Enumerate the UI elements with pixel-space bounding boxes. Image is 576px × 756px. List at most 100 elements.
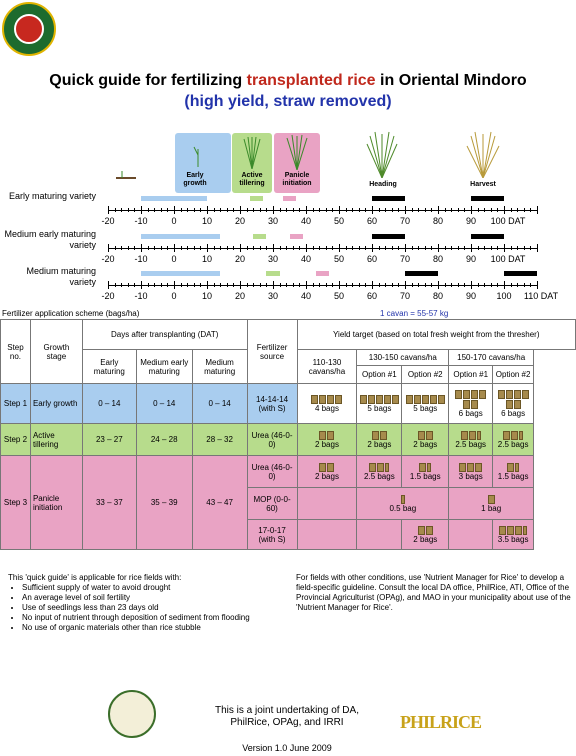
timeline-tick — [226, 246, 228, 250]
stage-label-active-tillering: Active tillering — [239, 172, 265, 187]
timeline-tick — [213, 208, 215, 212]
step-cell: Step 3 — [0, 455, 31, 550]
timeline-tick — [471, 281, 472, 289]
timeline-tick-label: 30 — [267, 291, 278, 301]
header-dat: Days after transplanting (DAT) — [81, 319, 248, 350]
joint-undertaking: This is a joint undertaking of DA, PhilR… — [215, 705, 359, 728]
timeline-tick — [405, 206, 406, 214]
header-yield-3: 150-170 cavans/ha — [448, 349, 535, 366]
timeline-tick — [378, 246, 380, 250]
header-option-2b: Option #2 — [492, 365, 535, 384]
dat-medium-cell: 28 – 32 — [191, 423, 248, 456]
timeline-tick — [306, 206, 307, 214]
timeline-tick — [438, 281, 439, 289]
timeline-tick — [200, 246, 202, 250]
timeline-bar — [289, 234, 303, 239]
amount-cell: 6 bags — [458, 408, 483, 418]
timeline-tick — [490, 283, 492, 287]
timeline-tick — [517, 246, 519, 250]
header-medium-early: Medium early maturing — [135, 349, 193, 384]
timeline-bar — [471, 196, 504, 201]
amount-cell: 1.5 bags — [497, 471, 529, 481]
timeline-tick — [523, 208, 525, 212]
timeline-tick — [259, 246, 261, 250]
timeline-tick — [537, 244, 538, 252]
timeline-tick — [418, 283, 420, 287]
timeline-tick — [279, 208, 281, 212]
timeline-tick — [378, 208, 380, 212]
timeline-tick — [510, 283, 512, 287]
timeline-end-label: 100 DAT — [490, 216, 526, 226]
bag-icons — [495, 525, 531, 535]
timeline-tick — [127, 208, 129, 212]
timeline-tick-label: 10 — [201, 216, 212, 226]
timeline-tick-label: 50 — [333, 216, 344, 226]
timeline-bar — [141, 234, 221, 239]
dat-medium-early-cell: 24 – 28 — [135, 423, 193, 456]
timeline-tick — [358, 283, 360, 287]
timeline-tick-label: 90 — [465, 254, 476, 264]
timeline-tick — [233, 208, 235, 212]
timeline-tick-label: 60 — [366, 216, 377, 226]
amount-cell: 2 bags — [367, 439, 392, 449]
timeline-tick — [339, 206, 340, 214]
timeline-tick-label: -10 — [134, 291, 148, 301]
step-cell: Step 2 — [0, 423, 31, 456]
variety-label-medium: Medium maturing variety — [26, 266, 96, 287]
tillering-plant-icon — [243, 136, 261, 169]
timeline-tick — [391, 283, 393, 287]
timeline-bar — [372, 234, 405, 239]
timeline-tick — [193, 208, 195, 212]
stage-cell: Active tillering — [29, 423, 83, 456]
timeline-tick — [398, 208, 400, 212]
bag-icons — [451, 430, 490, 440]
timeline-bar — [249, 196, 264, 201]
timeline-tick — [497, 208, 499, 212]
header-yield-target: Yield target (based on total fresh weigh… — [296, 319, 576, 350]
source-cell: 17-0-17 (with S) — [246, 519, 298, 550]
bag-icons — [495, 430, 531, 440]
timeline-tick — [451, 283, 453, 287]
timeline-tick — [174, 281, 175, 289]
source-cell: MOP (0-0-60) — [246, 487, 298, 520]
timeline-tick — [180, 283, 182, 287]
timeline-tick — [279, 246, 281, 250]
bag-icons — [359, 394, 399, 404]
amount-cell: 2.5 bags — [497, 439, 529, 449]
timeline-tick — [174, 206, 175, 214]
harvest-plant-icon — [466, 131, 500, 178]
timeline-tick — [418, 208, 420, 212]
timeline-tick — [253, 283, 255, 287]
timeline-tick — [187, 246, 189, 250]
timeline-tick — [134, 283, 136, 287]
timeline-tick — [517, 283, 519, 287]
timeline-tick — [504, 244, 505, 252]
timeline-tick — [167, 283, 169, 287]
header-option-1a: Option #1 — [356, 365, 403, 384]
bag-icons — [359, 462, 399, 472]
timeline-tick — [332, 246, 334, 250]
timeline-tick — [352, 246, 354, 250]
amount-cell: 1 bag — [481, 503, 502, 513]
timeline-bar — [405, 271, 438, 276]
timeline-tick — [530, 208, 532, 212]
source-cell: 14-14-14 (with S) — [246, 383, 298, 424]
timeline-tick — [464, 283, 466, 287]
table-row: Step 1 Early growth 0 – 14 0 – 14 0 – 14… — [0, 383, 576, 424]
scheme-label: Fertilizer application scheme (bags/ha) — [2, 309, 140, 318]
timeline-tick — [325, 283, 327, 287]
timeline-tick — [213, 246, 215, 250]
timeline-tick — [504, 281, 505, 289]
timeline-tick-label: 40 — [300, 254, 311, 264]
header-growth-stage: Growth stage — [29, 319, 83, 384]
timeline-tick-label: 40 — [300, 291, 311, 301]
timeline-tick — [517, 208, 519, 212]
timeline-tick-label: 10 — [201, 291, 212, 301]
timeline-tick — [207, 244, 208, 252]
timeline-tick — [345, 283, 347, 287]
timeline-tick — [134, 246, 136, 250]
timeline-tick — [424, 246, 426, 250]
timeline-tick — [154, 208, 156, 212]
timeline-tick — [523, 283, 525, 287]
timeline-tick — [167, 246, 169, 250]
